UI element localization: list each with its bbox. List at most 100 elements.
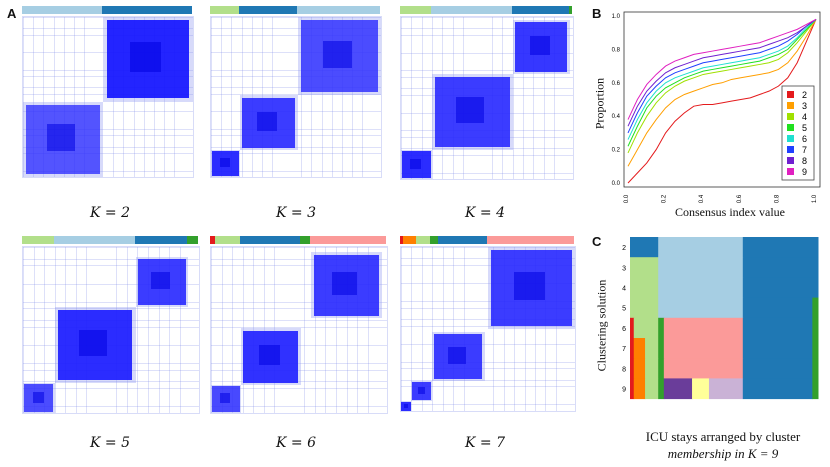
matrix-grid-line	[543, 17, 545, 179]
cdf-legend-swatch	[787, 102, 794, 109]
matrix-grid-line	[401, 247, 575, 248]
cluster-sub-block	[129, 42, 162, 73]
matrix-grid-line	[137, 247, 139, 413]
matrix-grid-line	[23, 301, 199, 303]
cdf-series-line-4	[627, 19, 817, 154]
cdf-legend-swatch	[787, 135, 794, 142]
matrix-grid-line	[211, 34, 381, 36]
tracking-segment	[658, 338, 665, 359]
tracking-segment	[658, 277, 744, 299]
matrix-grid-line	[211, 363, 387, 365]
matrix-grid-line	[211, 76, 381, 78]
panel-c-tracking-plot: 2 3 4 5 6 7 8 9	[618, 235, 826, 420]
cdf-legend-label: 2	[802, 90, 807, 100]
matrix-grid-line	[232, 247, 234, 413]
tracking-segment	[742, 338, 813, 359]
matrix-grid-line	[23, 406, 199, 408]
matrix-grid-line	[401, 247, 402, 411]
cdf-series-line-8	[627, 18, 817, 127]
matrix-grid-line	[314, 247, 316, 413]
matrix-grid-line	[211, 247, 387, 248]
cluster-band-k4-1	[400, 6, 431, 14]
tracking-row-label: 7	[622, 346, 626, 353]
caption-k6: K = 6	[276, 435, 316, 451]
matrix-grid-line	[304, 247, 306, 413]
matrix-grid-line	[53, 17, 55, 177]
cluster-sub-block	[219, 393, 231, 404]
matrix-grid-line	[401, 17, 402, 179]
matrix-grid-line	[63, 17, 65, 177]
tracking-caption-line2: membership in K = 9	[667, 446, 779, 461]
matrix-grid-line	[211, 17, 381, 18]
cdf-x-axis-label: Consensus index value	[675, 205, 785, 219]
cluster-sub-block	[417, 387, 425, 395]
matrix-grid-line	[523, 17, 525, 179]
tracking-segment	[658, 237, 744, 258]
cdf-legend-swatch	[787, 157, 794, 164]
matrix-grid-line	[251, 17, 253, 177]
tracking-segment	[708, 378, 744, 400]
cluster-band-k3-3	[296, 6, 380, 14]
caption-k4: K = 4	[465, 205, 505, 221]
matrix-grid-line	[23, 135, 193, 137]
matrix-grid-line	[421, 247, 423, 411]
matrix-grid-line	[554, 17, 556, 179]
panel-b-cdf-plot: 0.0 0.2 0.4 0.6 0.8 1.0 0.0 0.2 0.4 0.6 0.8 1.0 2 3 4 5…	[598, 8, 826, 228]
matrix-grid-line	[346, 247, 348, 413]
cdf-y-tick-label: 0.4	[612, 114, 621, 120]
matrix-grid-line	[23, 283, 199, 285]
tracking-segment	[658, 297, 744, 319]
matrix-grid-line	[555, 247, 557, 411]
matrix-grid-line	[431, 17, 433, 179]
tracking-segment	[742, 277, 819, 299]
cluster-band-k4-2	[430, 6, 512, 14]
matrix-grid-line	[493, 247, 495, 411]
tracking-segment	[663, 338, 744, 359]
matrix-grid-line	[411, 17, 413, 179]
cluster-sub-block	[151, 271, 170, 290]
matrix-grid-line	[147, 247, 149, 413]
panel-letter-a: A	[7, 6, 17, 21]
consensus-matrix-k3	[210, 16, 382, 178]
matrix-grid-line	[401, 148, 573, 150]
matrix-grid-line	[211, 258, 387, 260]
cdf-y-tick-label: 0.8	[612, 47, 621, 53]
matrix-grid-line	[23, 17, 24, 177]
tracking-segment	[630, 338, 635, 359]
caption-k3: K = 3	[276, 205, 316, 221]
matrix-grid-line	[401, 368, 575, 370]
cluster-band-k5-3	[134, 236, 188, 244]
cdf-legend-label: 9	[802, 167, 807, 177]
tracking-row-label: 5	[622, 306, 626, 313]
tracking-segment	[812, 297, 819, 319]
tracking-row-label: 3	[622, 265, 626, 272]
tracking-row-label: 4	[622, 286, 626, 293]
matrix-grid-line	[362, 17, 364, 177]
tracking-segment	[742, 257, 819, 278]
cluster-band-k6-2	[215, 236, 240, 244]
cdf-y-axis-label: Proportion	[592, 77, 607, 130]
matrix-grid-line	[211, 247, 212, 413]
matrix-grid-line	[211, 69, 381, 71]
matrix-grid-line	[221, 247, 223, 413]
matrix-grid-line	[545, 247, 547, 411]
cluster-sub-block	[46, 124, 75, 151]
consensus-matrix-k4	[400, 16, 574, 180]
matrix-grid-line	[401, 325, 575, 327]
matrix-grid-line	[23, 388, 199, 390]
cluster-band-k7-6	[487, 236, 574, 244]
consensus-matrix-k5	[22, 246, 200, 414]
consensus-matrix-k2	[22, 16, 194, 178]
panel-letter-b: B	[592, 6, 602, 21]
cluster-band-k2-1	[22, 6, 102, 14]
cluster-band-k5-1	[22, 236, 54, 244]
tracking-segment	[630, 378, 635, 400]
matrix-grid-line	[179, 247, 181, 413]
matrix-grid-line	[242, 247, 244, 413]
caption-k2: K = 2	[90, 205, 130, 221]
cluster-sub-block	[322, 40, 352, 68]
matrix-grid-line	[262, 17, 263, 177]
matrix-grid-line	[211, 265, 387, 267]
matrix-grid-line	[463, 247, 465, 411]
tracking-caption: ICU stays arranged by cluster membership…	[618, 428, 828, 462]
